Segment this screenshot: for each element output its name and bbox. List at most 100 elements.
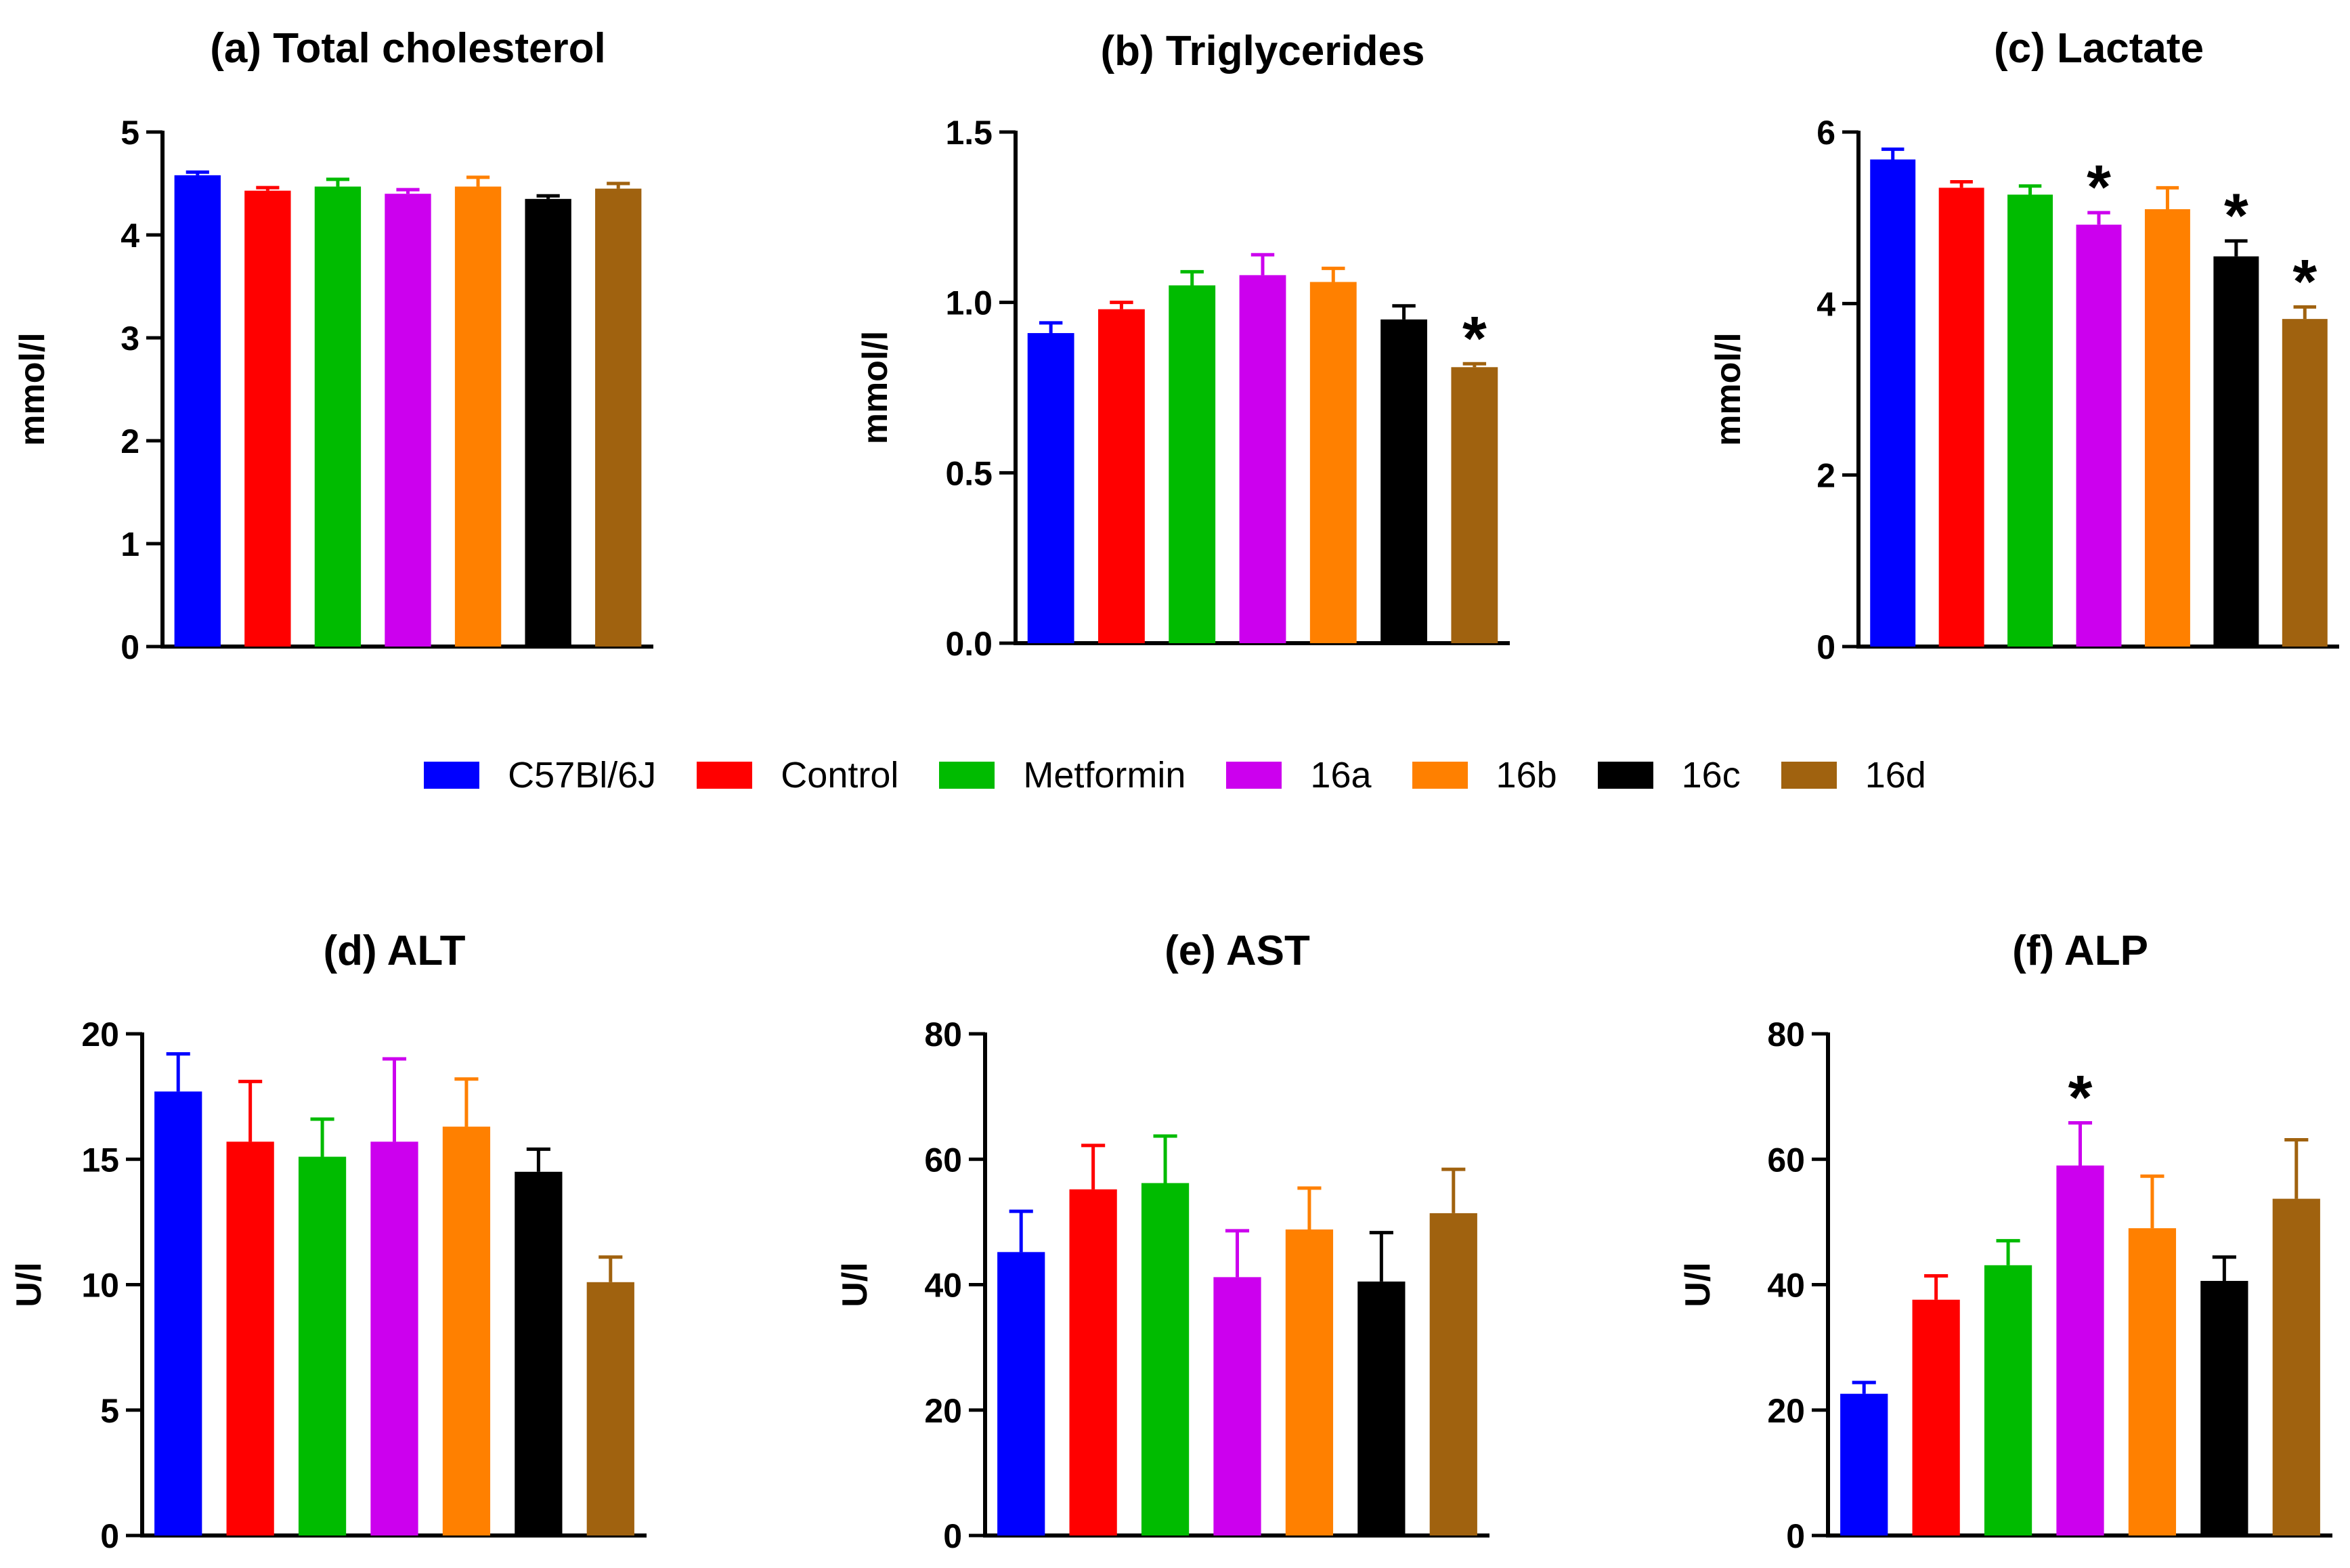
bar-metformin (1141, 1183, 1190, 1536)
y-tick-label: 40 (1767, 1267, 1805, 1305)
y-tick-label: 60 (1767, 1141, 1805, 1179)
bar-control (1938, 188, 1984, 647)
legend-label: 16d (1865, 755, 1926, 796)
y-tick-label: 80 (924, 1016, 962, 1053)
legend-label: Control (781, 755, 899, 796)
y-tick-label: 5 (100, 1392, 119, 1430)
significance-marker: * (2224, 181, 2248, 251)
bar-c57bl6j (1870, 159, 1916, 647)
legend-item-control: Control (697, 754, 898, 796)
legend-swatch (1781, 762, 1837, 789)
y-tick-label: 0 (943, 1517, 962, 1555)
y-tick-label: 80 (1767, 1016, 1805, 1053)
bar-metformin (298, 1156, 347, 1536)
y-tick-label: 6 (1816, 114, 1835, 152)
bar-16b (442, 1127, 491, 1536)
y-tick-label: 4 (121, 217, 139, 255)
legend-item-c57bl6j: C57Bl/6J (424, 754, 656, 796)
significance-marker: * (2292, 247, 2317, 316)
bar-c57bl6j (997, 1252, 1045, 1536)
bar-control (1069, 1189, 1117, 1536)
y-axis-label: U/l (1678, 1262, 1718, 1307)
y-tick-label: 2 (121, 422, 139, 460)
chart-title: (d) ALT (323, 928, 465, 974)
bar-16c (2213, 256, 2259, 647)
y-tick-label: 5 (121, 114, 139, 152)
bar-16d (2272, 1198, 2320, 1536)
legend-swatch (939, 762, 995, 789)
bar-metformin (2007, 194, 2053, 647)
legend-item-metformin: Metformin (939, 754, 1185, 796)
bar-control (226, 1141, 274, 1536)
legend-swatch (697, 762, 753, 789)
bar-c57bl6j (1840, 1393, 1888, 1536)
y-axis-label: mmol/l (1709, 332, 1748, 446)
bar-16a (385, 194, 431, 647)
bar-16c (1357, 1281, 1406, 1536)
legend-swatch (1226, 762, 1282, 789)
y-tick-label: 1.5 (945, 114, 993, 152)
legend-item-16a: 16a (1226, 754, 1372, 796)
y-tick-label: 0.0 (945, 625, 993, 663)
bar-16b (2144, 209, 2190, 647)
bar-16a (2076, 224, 2122, 647)
significance-marker: * (1462, 304, 1487, 373)
y-axis-label: U/l (835, 1262, 875, 1307)
bar-16d (586, 1282, 634, 1536)
bar-16b (2128, 1228, 2177, 1536)
bar-c57bl6j (154, 1091, 202, 1536)
legend-swatch (1597, 762, 1653, 789)
bar-16b (1309, 282, 1357, 643)
y-tick-label: 1.0 (945, 284, 993, 322)
bar-c57bl6j (1027, 332, 1074, 643)
bar-16d (2282, 319, 2328, 647)
bar-16c (515, 1171, 563, 1536)
y-tick-label: 0 (1816, 628, 1835, 666)
bar-16a (1213, 1277, 1261, 1536)
y-tick-label: 20 (924, 1392, 962, 1430)
legend-label: 16b (1496, 755, 1557, 796)
bar-16a (370, 1141, 418, 1536)
legend-item-16d: 16d (1781, 754, 1926, 796)
y-tick-label: 3 (121, 320, 139, 357)
y-tick-label: 4 (1816, 285, 1835, 323)
y-axis-label: mmol/l (856, 331, 895, 445)
y-tick-label: 0 (100, 1517, 119, 1555)
chart-title: (c) Lactate (1994, 25, 2204, 72)
legend-label: 16c (1681, 755, 1741, 796)
y-tick-label: 40 (924, 1267, 962, 1305)
bar-control (1912, 1299, 1960, 1536)
bar-16c (1380, 319, 1427, 643)
y-tick-label: 20 (81, 1016, 119, 1053)
legend-item-16c: 16c (1597, 754, 1741, 796)
legend-label: Metformin (1023, 755, 1186, 796)
legend: C57Bl/6J Control Metformin 16a 16b 16c 1… (0, 748, 2350, 802)
bar-metformin (1169, 285, 1216, 643)
bar-16b (1285, 1229, 1334, 1536)
bar-control (244, 190, 291, 647)
significance-marker: * (2087, 153, 2111, 222)
bar-16a (2056, 1165, 2104, 1536)
y-tick-label: 0 (121, 628, 139, 666)
legend-label: 16a (1310, 755, 1372, 796)
bar-c57bl6j (174, 175, 221, 647)
chart-title: (e) AST (1165, 928, 1310, 974)
legend-item-16b: 16b (1412, 754, 1557, 796)
legend-label: C57Bl/6J (508, 755, 657, 796)
y-tick-label: 1 (121, 525, 139, 563)
chart-title: (b) Triglycerides (1101, 28, 1425, 74)
bar-16a (1239, 275, 1286, 643)
y-axis-label: mmol/l (13, 332, 52, 446)
chart-title: (a) Total cholesterol (210, 25, 606, 72)
y-tick-label: 60 (924, 1141, 962, 1179)
bar-16c (2200, 1280, 2248, 1536)
bar-16d (1451, 367, 1498, 643)
bar-16d (1429, 1213, 1477, 1536)
bar-metformin (1984, 1265, 2032, 1536)
bar-metformin (314, 186, 362, 647)
y-tick-label: 0.5 (945, 454, 993, 492)
bar-16b (454, 186, 502, 647)
y-tick-label: 10 (81, 1267, 119, 1305)
y-tick-label: 2 (1816, 457, 1835, 495)
